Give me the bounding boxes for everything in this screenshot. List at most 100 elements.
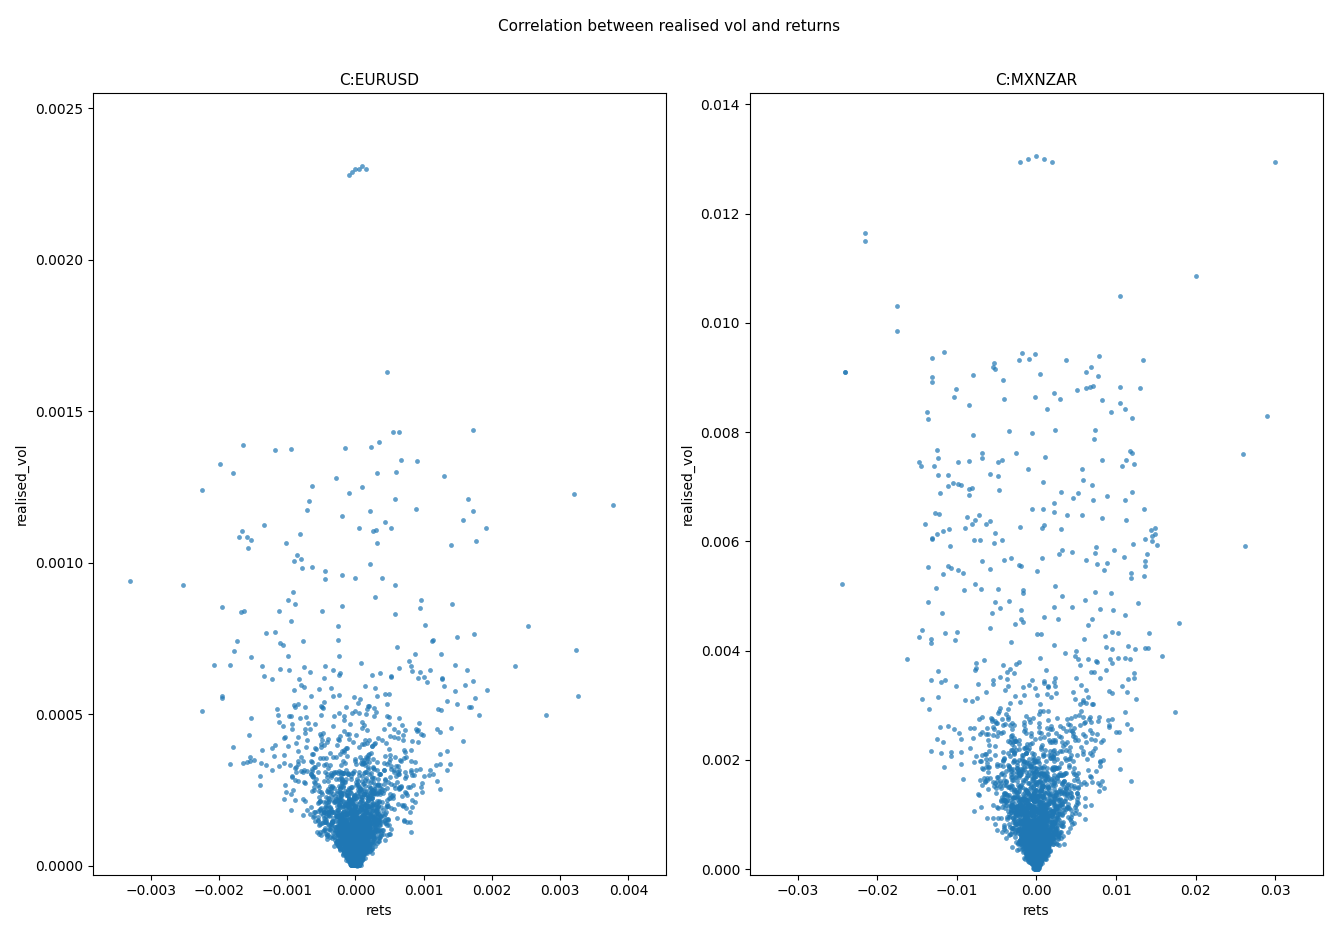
Point [1037,402,1058,417]
Point [326,807,348,822]
Point [339,850,360,865]
Point [1025,818,1046,833]
Point [967,711,989,726]
Point [1094,639,1116,654]
Point [1024,856,1045,871]
Point [1038,814,1060,829]
Point [349,765,371,780]
Point [1026,853,1048,868]
Point [1032,823,1053,838]
Point [1024,839,1045,854]
Point [387,797,408,812]
Point [1025,842,1046,856]
Point [1010,792,1032,807]
Point [1009,822,1030,837]
Point [518,619,539,634]
Point [302,809,324,824]
Point [235,755,257,770]
Point [921,370,942,385]
Point [343,850,364,865]
Point [1013,614,1034,629]
Point [1032,814,1053,829]
Point [334,836,356,851]
Point [1049,806,1070,821]
Point [1025,835,1046,850]
Point [1025,803,1046,818]
Point [347,836,368,851]
Point [401,663,423,678]
Point [345,856,367,871]
Point [349,840,371,855]
Point [264,443,285,458]
Point [343,818,364,833]
Point [1026,818,1048,833]
Point [340,852,361,867]
Point [1028,853,1049,868]
Point [356,811,377,826]
Point [344,851,365,866]
Point [343,855,364,870]
Point [343,823,364,838]
Point [336,826,357,841]
Point [1016,839,1037,854]
Point [356,828,377,842]
Point [1123,536,1144,551]
Point [337,797,359,812]
Point [355,813,376,828]
X-axis label: rets: rets [367,904,392,918]
Point [994,682,1016,697]
Point [1014,852,1036,867]
Point [1022,815,1044,830]
Point [345,846,367,861]
Point [1026,856,1048,871]
Point [344,787,365,802]
Point [1038,835,1060,850]
Point [1028,767,1049,782]
Point [359,836,380,851]
Point [1028,850,1049,865]
Point [1033,830,1054,845]
Point [999,717,1021,732]
Point [304,808,325,823]
Point [1050,729,1072,744]
Point [1025,840,1046,855]
Point [1026,861,1048,876]
Point [347,812,368,827]
Point [344,850,365,865]
Point [926,731,947,746]
Point [1029,716,1050,731]
Point [1108,625,1129,640]
Point [1032,836,1053,851]
Point [1025,831,1046,846]
Point [982,811,1004,826]
Point [363,828,384,842]
Point [341,852,363,867]
Point [332,838,353,853]
Point [1012,761,1033,776]
Point [353,766,375,781]
Point [356,837,377,852]
Point [349,832,371,847]
Point [367,805,388,820]
Point [353,784,375,799]
Point [1124,457,1145,472]
Point [1017,848,1038,863]
Point [1045,827,1066,842]
Point [975,751,997,766]
Point [352,846,373,861]
Point [997,812,1018,827]
Point [1029,852,1050,867]
Point [352,815,373,829]
Point [329,808,351,823]
Point [1024,832,1045,847]
Point [1021,827,1042,842]
Point [1016,756,1037,771]
Point [1028,842,1049,857]
Point [347,842,368,856]
Point [355,826,376,841]
Point [1029,851,1050,866]
Point [1024,775,1045,790]
Point [1010,793,1032,808]
Point [455,677,476,692]
Point [1061,806,1082,821]
